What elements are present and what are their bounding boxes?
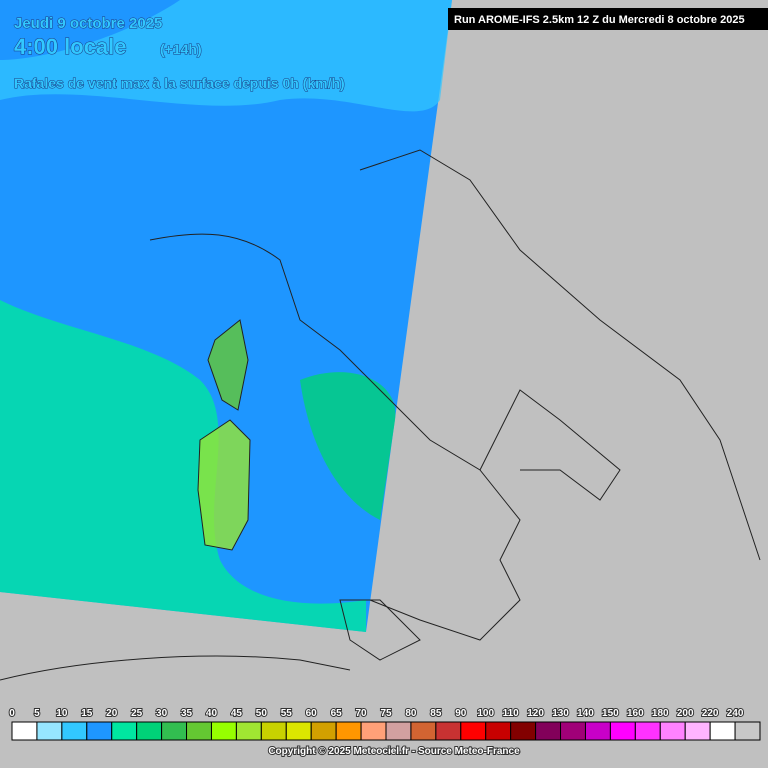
wind-area — [300, 372, 396, 520]
legend-swatch — [210, 721, 237, 741]
legend-swatch — [584, 721, 611, 741]
legend-swatch — [186, 721, 212, 741]
legend-swatch — [485, 721, 512, 741]
legend-label: 55 — [281, 708, 293, 719]
run-box — [448, 8, 768, 30]
legend-swatch — [659, 721, 686, 741]
legend-swatch — [260, 721, 287, 741]
wind-area — [0, 0, 452, 112]
legend-swatch — [11, 721, 38, 741]
legend-label: 180 — [652, 708, 669, 719]
legend-label: 90 — [455, 708, 467, 719]
legend-swatch — [111, 721, 138, 741]
legend-swatch — [335, 721, 362, 741]
legend-label: 160 — [627, 708, 644, 719]
legend-label: 150 — [602, 708, 619, 719]
legend-label: 20 — [106, 708, 118, 719]
legend-label: 200 — [677, 708, 694, 719]
subtitle: Rafales de vent max à la surface depuis … — [14, 75, 345, 91]
legend-label: 65 — [331, 708, 343, 719]
legend-swatch — [684, 721, 711, 741]
legend-swatch — [609, 721, 636, 741]
legend-label: 30 — [156, 708, 168, 719]
legend-swatch — [410, 721, 437, 741]
legend-label: 5 — [34, 708, 40, 719]
coastline — [0, 599, 421, 681]
legend-label: 80 — [405, 708, 417, 719]
legend-label: 110 — [503, 708, 520, 719]
legend-swatch — [61, 721, 88, 741]
legend-label: 240 — [727, 708, 744, 719]
legend-swatch — [634, 721, 661, 741]
legend-swatch — [36, 721, 63, 741]
legend-swatch — [535, 721, 562, 741]
legend-swatch — [709, 721, 736, 741]
footer: Copyright © 2025 Meteociel.fr - Source M… — [268, 746, 520, 757]
legend-label: 130 — [552, 708, 569, 719]
legend-swatch — [510, 721, 537, 741]
coastline — [197, 319, 251, 551]
legend-label: 35 — [181, 708, 193, 719]
legend-label: 40 — [206, 708, 218, 719]
time: 4:00 locale — [14, 34, 127, 59]
legend-label: 220 — [702, 708, 719, 719]
legend-label: 45 — [231, 708, 243, 719]
legend: 0 5 10 15 20 25 30 35 40 45 50 55 60 65 70 75 80 85 90 100 1… — [8, 707, 761, 741]
legend-swatch — [360, 721, 387, 741]
legend-swatch — [136, 721, 163, 741]
legend-swatch — [86, 721, 113, 741]
legend-label: 25 — [131, 708, 143, 719]
legend-label: 70 — [356, 708, 368, 719]
legend-swatch — [310, 721, 337, 741]
legend-label: 60 — [306, 708, 318, 719]
legend-swatch — [560, 721, 586, 741]
date: Jeudi 9 octobre 2025 — [14, 15, 162, 32]
legend-swatch — [385, 721, 412, 741]
coastline — [149, 149, 761, 641]
wind-area — [0, 300, 366, 632]
run-info: Run AROME-IFS 2.5km 12 Z du Mercredi 8 o… — [454, 14, 745, 26]
sardinia — [198, 420, 250, 550]
legend-swatch — [285, 721, 312, 741]
legend-swatch — [460, 721, 487, 741]
legend-swatch — [161, 721, 188, 741]
legend-swatch — [235, 721, 262, 741]
legend-swatch — [734, 721, 761, 741]
legend-label: 15 — [81, 708, 93, 719]
offset: (+14h) — [160, 41, 202, 57]
legend-label: 85 — [430, 708, 442, 719]
legend-label: 120 — [527, 708, 544, 719]
legend-label: 100 — [477, 708, 494, 719]
legend-swatch — [435, 721, 462, 741]
legend-label: 140 — [577, 708, 594, 719]
legend-label: 0 — [9, 708, 15, 719]
legend-label: 50 — [256, 708, 268, 719]
legend-label: 75 — [380, 708, 392, 719]
legend-label: 10 — [56, 708, 68, 719]
